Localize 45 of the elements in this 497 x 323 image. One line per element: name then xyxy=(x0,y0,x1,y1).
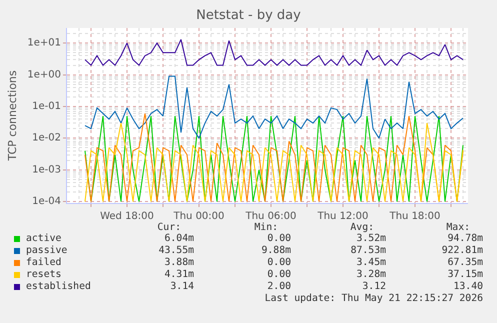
text: 4.31m xyxy=(164,269,194,281)
legend-label: passive xyxy=(26,245,68,257)
legend-label: resets xyxy=(26,269,62,281)
text: 2.00 xyxy=(267,281,291,293)
y-tick-label: 1e-04 xyxy=(32,196,61,208)
text: Max: xyxy=(446,222,470,234)
x-tick-label: Thu 12:00 xyxy=(316,211,368,222)
x-tick-label: Thu 18:00 xyxy=(388,211,440,222)
text: 13.40 xyxy=(454,281,483,293)
x-tick-label: Thu 06:00 xyxy=(244,211,296,222)
legend-label: failed xyxy=(26,257,62,269)
legend-label: active xyxy=(26,233,62,245)
text: 0.00 xyxy=(267,233,291,245)
text: 3.28m xyxy=(356,269,386,281)
text: 67.35m xyxy=(448,257,483,269)
text: 3.52m xyxy=(356,233,386,245)
text: 87.53m xyxy=(350,245,386,257)
text: 94.78m xyxy=(448,233,483,245)
y-tick-label: 1e-02 xyxy=(32,132,61,144)
y-tick-label: 1e+00 xyxy=(27,69,61,80)
text: 0.00 xyxy=(267,269,291,281)
y-axis-title: TCP connections xyxy=(6,70,20,162)
x-tick-label: Wed 18:00 xyxy=(100,211,154,222)
y-tick-label: 1e-01 xyxy=(32,100,61,112)
line-series xyxy=(84,76,464,139)
legend-label: established xyxy=(26,281,91,293)
chart-title: Netstat - by day xyxy=(196,8,302,24)
text: 3.88m xyxy=(164,257,194,269)
y-tick-label: 1e+01 xyxy=(27,38,61,49)
line-series xyxy=(84,39,464,66)
text: Last update: Thu May 21 22:15:27 2026 xyxy=(264,293,483,305)
text: Min: xyxy=(254,222,278,234)
text: 922.81m xyxy=(442,245,483,257)
text: 6.04m xyxy=(164,233,194,245)
text: 37.15m xyxy=(448,269,483,281)
text: 3.14 xyxy=(170,281,194,293)
text: Avg: xyxy=(350,222,374,234)
text: 3.12 xyxy=(362,281,386,293)
text: 0.00 xyxy=(267,257,291,269)
text: 43.55m xyxy=(158,245,194,257)
x-tick-label: Thu 00:00 xyxy=(172,211,224,222)
text: 9.88m xyxy=(262,245,291,257)
text: 3.45m xyxy=(356,257,386,269)
y-tick-label: 1e-03 xyxy=(32,164,61,176)
text: Cur: xyxy=(157,222,181,234)
